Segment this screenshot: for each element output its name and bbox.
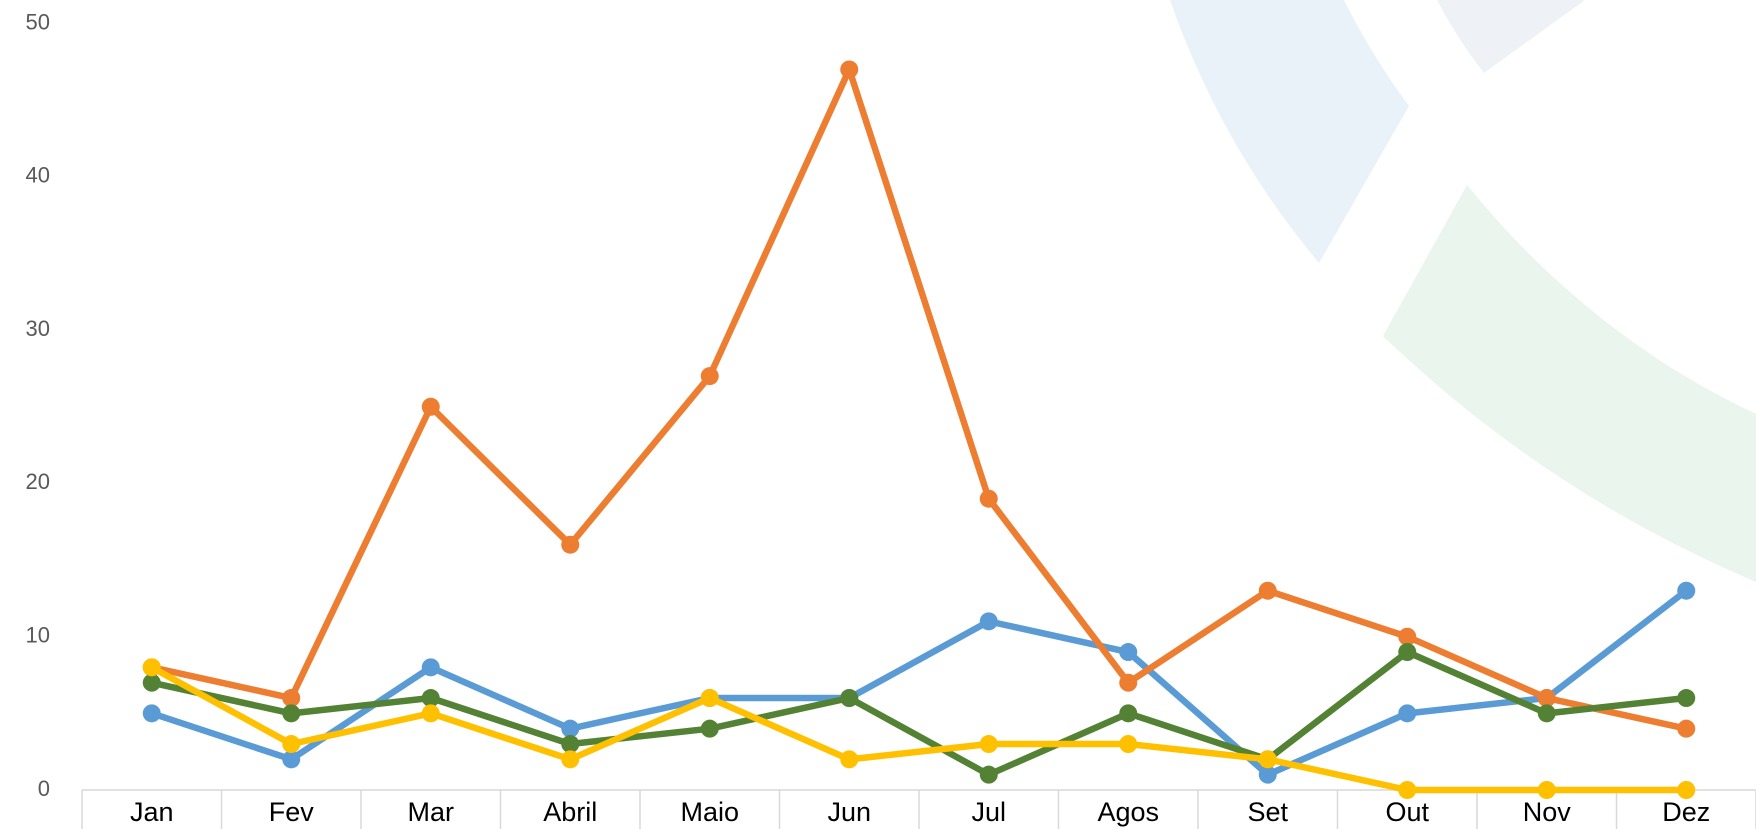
data-point bbox=[1677, 781, 1696, 799]
data-point bbox=[700, 719, 719, 738]
series-line bbox=[151, 648, 1687, 778]
data-point bbox=[979, 612, 998, 631]
y-tick-label: 40 bbox=[26, 163, 50, 188]
data-point bbox=[142, 658, 161, 677]
data-point bbox=[1119, 643, 1138, 662]
data-point bbox=[561, 750, 580, 769]
data-point bbox=[282, 704, 301, 723]
data-point bbox=[421, 689, 440, 708]
y-tick-label: 30 bbox=[26, 316, 50, 341]
y-tick-label: 50 bbox=[26, 9, 50, 34]
background-decoration bbox=[1170, 0, 1756, 582]
y-tick-label: 20 bbox=[26, 469, 50, 494]
data-point bbox=[1258, 765, 1277, 784]
x-tick-label: Fev bbox=[269, 797, 315, 827]
data-point bbox=[561, 535, 580, 554]
data-point bbox=[979, 735, 998, 754]
data-point bbox=[979, 489, 998, 508]
data-point bbox=[1119, 704, 1138, 723]
data-point bbox=[1537, 704, 1556, 723]
data-point bbox=[421, 658, 440, 677]
x-tick-label: Abril bbox=[543, 797, 597, 827]
data-point bbox=[700, 367, 719, 386]
x-tick-label: Jul bbox=[971, 797, 1006, 827]
x-tick-label: Jan bbox=[130, 797, 174, 827]
data-point bbox=[979, 765, 998, 784]
series-line bbox=[150, 588, 1689, 778]
data-point bbox=[840, 750, 859, 769]
data-point bbox=[1677, 689, 1696, 708]
data-point bbox=[1258, 750, 1277, 769]
data-point bbox=[1677, 581, 1696, 600]
data-point bbox=[421, 397, 440, 416]
data-point bbox=[282, 750, 301, 769]
data-point bbox=[142, 673, 161, 692]
data-point bbox=[1398, 627, 1417, 646]
y-tick-label: 10 bbox=[26, 623, 50, 648]
x-tick-label: Dez bbox=[1662, 797, 1710, 827]
data-point bbox=[1677, 719, 1696, 738]
series-line bbox=[151, 66, 1687, 732]
data-point bbox=[282, 689, 301, 708]
data-point bbox=[421, 704, 440, 723]
data-point bbox=[1537, 689, 1556, 708]
data-point bbox=[561, 719, 580, 738]
x-tick-label: Mar bbox=[408, 797, 455, 827]
x-tick-label: Jun bbox=[827, 797, 871, 827]
y-tick-label: 0 bbox=[38, 776, 50, 801]
x-tick-label: Nov bbox=[1523, 797, 1572, 827]
data-point bbox=[840, 60, 859, 79]
data-point bbox=[1398, 781, 1417, 799]
x-tick-label: Out bbox=[1385, 797, 1429, 827]
x-tick-label: Maio bbox=[680, 797, 739, 827]
data-point bbox=[1119, 673, 1138, 692]
data-point bbox=[1398, 704, 1417, 723]
series-line bbox=[150, 664, 1687, 794]
data-point bbox=[142, 704, 161, 723]
data-point bbox=[1119, 735, 1138, 754]
data-point bbox=[282, 735, 301, 754]
data-point bbox=[561, 735, 580, 754]
data-point bbox=[700, 689, 719, 708]
data-point bbox=[1398, 643, 1417, 662]
data-point bbox=[1537, 781, 1556, 799]
data-point bbox=[1258, 581, 1277, 600]
data-point bbox=[840, 689, 859, 708]
x-tick-label: Agos bbox=[1097, 797, 1159, 827]
x-tick-label: Set bbox=[1247, 797, 1288, 827]
